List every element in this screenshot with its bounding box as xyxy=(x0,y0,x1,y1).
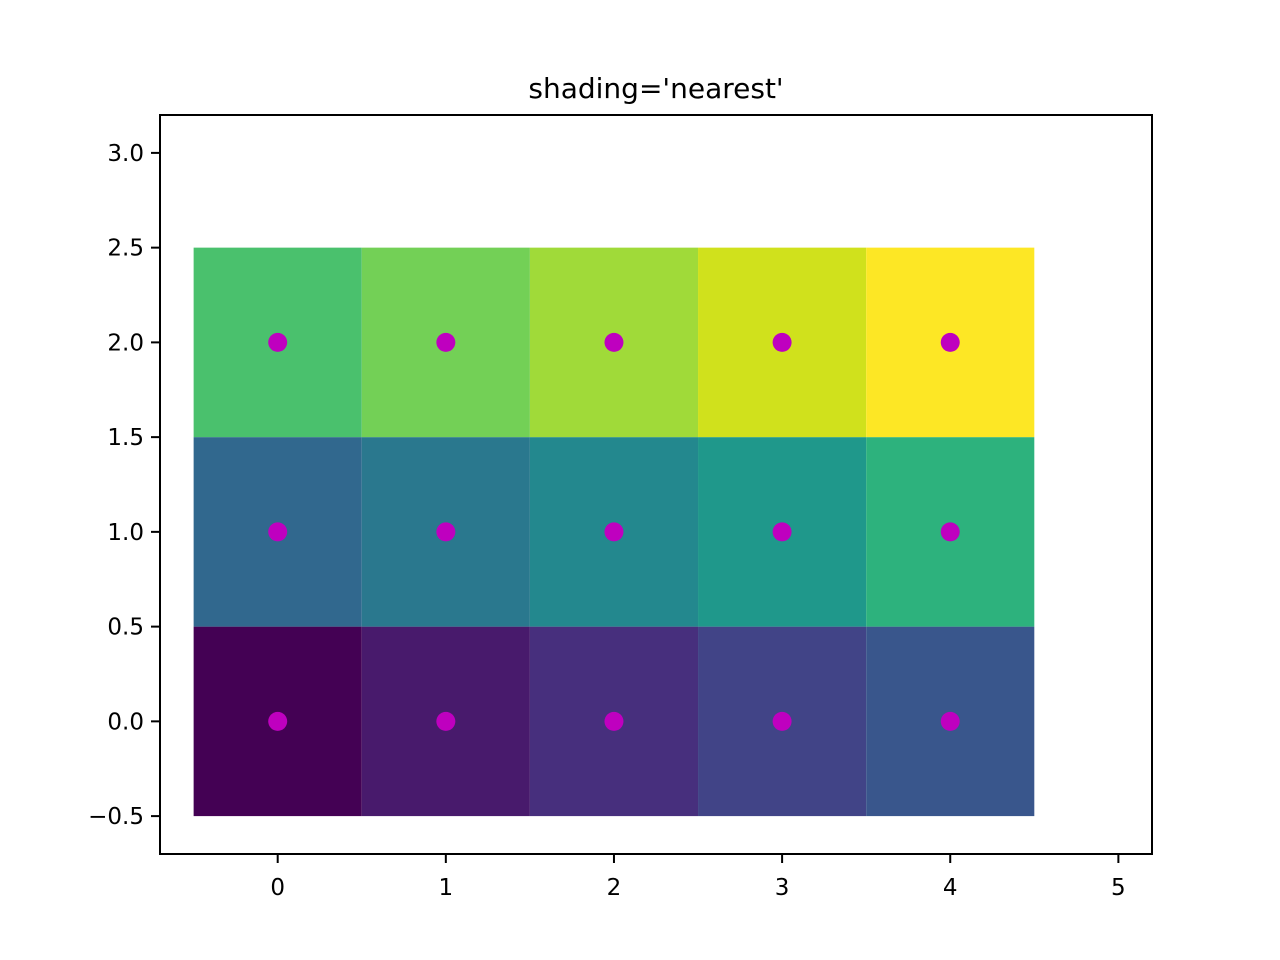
y-tick-label: 0.5 xyxy=(107,615,144,641)
axes-frame xyxy=(159,114,1153,855)
y-tick-label: 1.0 xyxy=(107,520,144,546)
x-tick-label: 2 xyxy=(607,875,622,901)
scatter-points xyxy=(268,332,960,731)
scatter-point xyxy=(604,711,624,731)
scatter-point xyxy=(268,711,288,731)
scatter-point xyxy=(604,332,624,352)
x-tick-label: 4 xyxy=(943,875,958,901)
scatter-point xyxy=(604,522,624,542)
scatter-point xyxy=(940,332,960,352)
scatter-point xyxy=(772,332,792,352)
y-tick-label: 2.0 xyxy=(107,330,144,356)
scatter-point xyxy=(772,522,792,542)
chart-title: shading='nearest' xyxy=(528,72,783,105)
scatter-point xyxy=(940,711,960,731)
scatter-point xyxy=(772,711,792,731)
scatter-point xyxy=(436,332,456,352)
y-tick-label: −0.5 xyxy=(88,804,144,830)
y-tick-label: 1.5 xyxy=(107,425,144,451)
y-tick-label: 2.5 xyxy=(107,236,144,262)
scatter-point xyxy=(940,522,960,542)
scatter-point xyxy=(268,522,288,542)
y-tick-label: 0.0 xyxy=(107,709,144,735)
x-axis-ticks: 0 1 2 3 4 5 xyxy=(270,854,1126,901)
x-tick-label: 3 xyxy=(775,875,790,901)
y-tick-label: 3.0 xyxy=(107,141,144,167)
x-tick-label: 5 xyxy=(1111,875,1126,901)
x-tick-label: 0 xyxy=(270,875,285,901)
scatter-point xyxy=(436,711,456,731)
scatter-point xyxy=(436,522,456,542)
scatter-point xyxy=(268,332,288,352)
x-tick-label: 1 xyxy=(439,875,454,901)
y-axis-ticks: −0.5 0.0 0.5 1.0 1.5 2.0 2.5 3.0 xyxy=(88,141,160,830)
